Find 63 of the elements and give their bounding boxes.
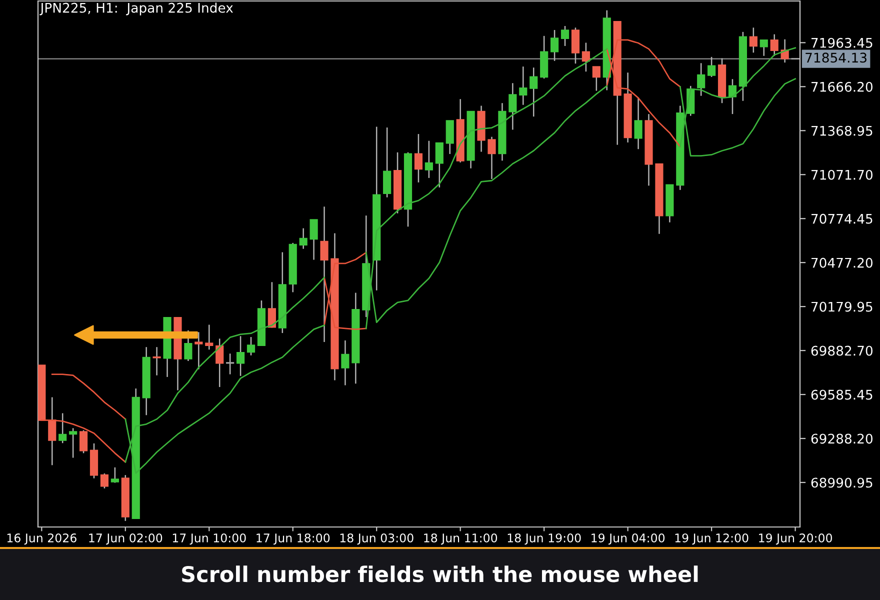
candlestick bbox=[152, 346, 161, 376]
candlestick bbox=[48, 396, 56, 466]
y-tick-label: 68990.95 bbox=[811, 478, 872, 488]
candlestick bbox=[550, 29, 559, 62]
candlestick bbox=[383, 126, 392, 198]
x-tick-label: 19 Jun 12:00 bbox=[675, 533, 748, 545]
candlestick bbox=[708, 56, 716, 78]
candlestick bbox=[299, 228, 308, 250]
candlestick bbox=[446, 120, 454, 155]
x-tick-label: 17 Jun 18:00 bbox=[256, 533, 330, 545]
candlestick bbox=[236, 336, 245, 377]
candlestick bbox=[634, 96, 642, 150]
candlestick bbox=[592, 66, 600, 92]
x-tick-label: 16 Jun 2026 bbox=[7, 533, 76, 545]
candlestick bbox=[728, 78, 737, 115]
candlestick bbox=[268, 282, 276, 328]
candlestick bbox=[760, 39, 768, 57]
candlestick bbox=[110, 466, 119, 484]
candlestick bbox=[571, 27, 580, 64]
candlestick bbox=[216, 338, 224, 388]
candlestick bbox=[414, 133, 423, 184]
y-tick-label: 71368.95 bbox=[812, 126, 872, 136]
candlestick bbox=[488, 136, 496, 180]
candlestick bbox=[310, 218, 318, 260]
x-tick-label: 19 Jun 04:00 bbox=[592, 533, 665, 545]
y-tick-label: 69288.20 bbox=[811, 434, 872, 444]
candlestick bbox=[424, 140, 433, 179]
candlestick bbox=[435, 142, 444, 188]
y-tick-label: 71666.20 bbox=[812, 82, 872, 92]
x-tick-label: 17 Jun 02:00 bbox=[89, 533, 162, 545]
ref-line-label: 71854.13 bbox=[806, 52, 866, 63]
candlestick bbox=[205, 324, 214, 350]
x-tick-label: 19 Jun 20:00 bbox=[759, 533, 832, 545]
y-tick-label: 70179.95 bbox=[812, 302, 872, 312]
x-tick-label: 17 Jun 10:00 bbox=[172, 533, 246, 545]
candlestick bbox=[341, 340, 350, 386]
chart-title: JPN225, H1: Japan 225 Index bbox=[40, 2, 233, 16]
text: Scroll number fields with the mouse wheel bbox=[182, 566, 698, 582]
candlestick bbox=[508, 82, 517, 130]
x-tick-label: 18 Jun 11:00 bbox=[424, 533, 498, 545]
candlestick bbox=[320, 206, 328, 343]
candlestick bbox=[79, 430, 88, 454]
x-tick-label: 18 Jun 19:00 bbox=[508, 533, 581, 545]
y-tick-label: 70774.45 bbox=[812, 214, 872, 224]
candlestick bbox=[530, 66, 538, 118]
candlestick bbox=[226, 352, 234, 375]
candlestick bbox=[560, 25, 570, 47]
candlestick bbox=[100, 472, 109, 490]
candlestick bbox=[519, 66, 528, 106]
candlestick bbox=[194, 332, 203, 370]
candlestick bbox=[58, 412, 67, 444]
y-tick-label: 71963.45 bbox=[812, 38, 872, 48]
candlestick bbox=[582, 42, 590, 72]
y-tick-label: 70477.20 bbox=[812, 258, 872, 268]
y-tick-label: 71071.70 bbox=[812, 170, 872, 180]
candlestick bbox=[749, 27, 758, 54]
candlestick bbox=[69, 428, 78, 458]
candlestick bbox=[770, 34, 778, 57]
y-tick-label: 69882.70 bbox=[811, 346, 872, 356]
candlestick bbox=[246, 336, 256, 356]
candlestick bbox=[697, 62, 706, 96]
x-tick-label: 18 Jun 03:00 bbox=[340, 533, 414, 545]
y-tick-label: 69585.45 bbox=[811, 390, 872, 400]
